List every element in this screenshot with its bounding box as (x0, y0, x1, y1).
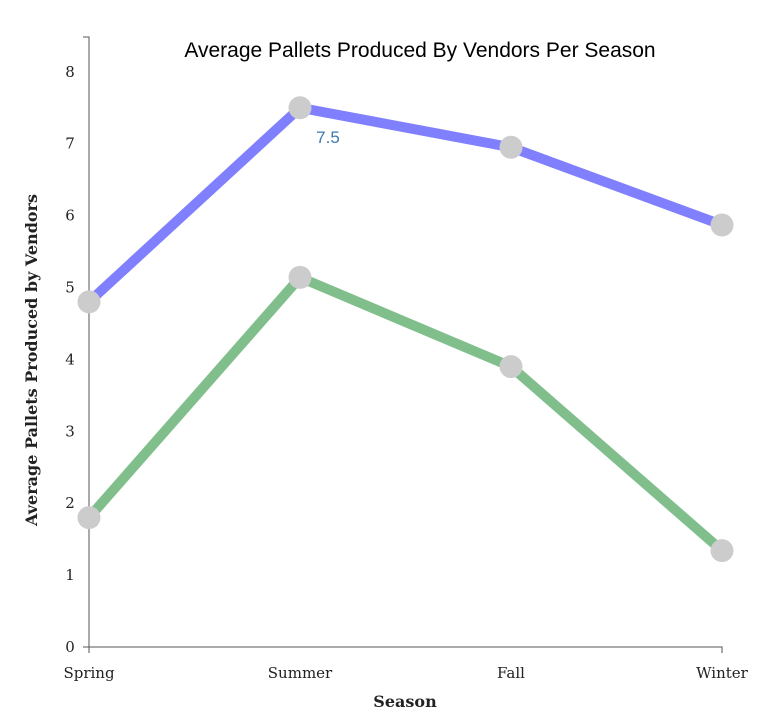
x-tick-label: Spring (63, 664, 115, 682)
data-point-marker (499, 135, 523, 159)
x-axis-label: Season (373, 692, 437, 711)
data-labels: 7.5 (316, 128, 340, 147)
y-tick-label: 2 (65, 494, 75, 512)
y-axis-line (83, 36, 90, 648)
series-lines (85, 102, 726, 555)
y-axis: 0 1 2 3 4 5 6 7 8 (65, 36, 90, 656)
y-tick-label: 5 (65, 279, 75, 297)
data-point-marker (710, 539, 734, 563)
x-axis: Spring Summer Fall Winter (63, 646, 749, 682)
series-markers (77, 96, 734, 563)
data-point-marker (710, 213, 734, 237)
chart-title: Average Pallets Produced By Vendors Per … (184, 39, 655, 62)
y-tick-label: 7 (65, 135, 75, 153)
y-axis-label: Average Pallets Produced by Vendors (22, 194, 41, 527)
x-axis-line (88, 646, 723, 653)
y-tick-label: 0 (65, 638, 75, 656)
y-tick-label: 1 (65, 566, 75, 584)
y-tick-label: 6 (65, 207, 75, 225)
data-point-marker (288, 96, 312, 120)
data-point-marker (77, 290, 101, 314)
y-tick-label: 3 (65, 422, 75, 440)
y-tick-label: 8 (65, 63, 75, 81)
x-tick-label: Fall (497, 664, 525, 682)
x-tick-label: Summer (268, 664, 333, 682)
data-point-marker (77, 506, 101, 530)
data-point-marker (499, 355, 523, 379)
x-tick-label: Winter (696, 664, 749, 682)
data-label: 7.5 (316, 128, 340, 147)
series-line-0 (85, 102, 724, 306)
data-point-marker (288, 265, 312, 289)
y-tick-label: 4 (65, 350, 75, 368)
series-line-1 (85, 272, 726, 555)
